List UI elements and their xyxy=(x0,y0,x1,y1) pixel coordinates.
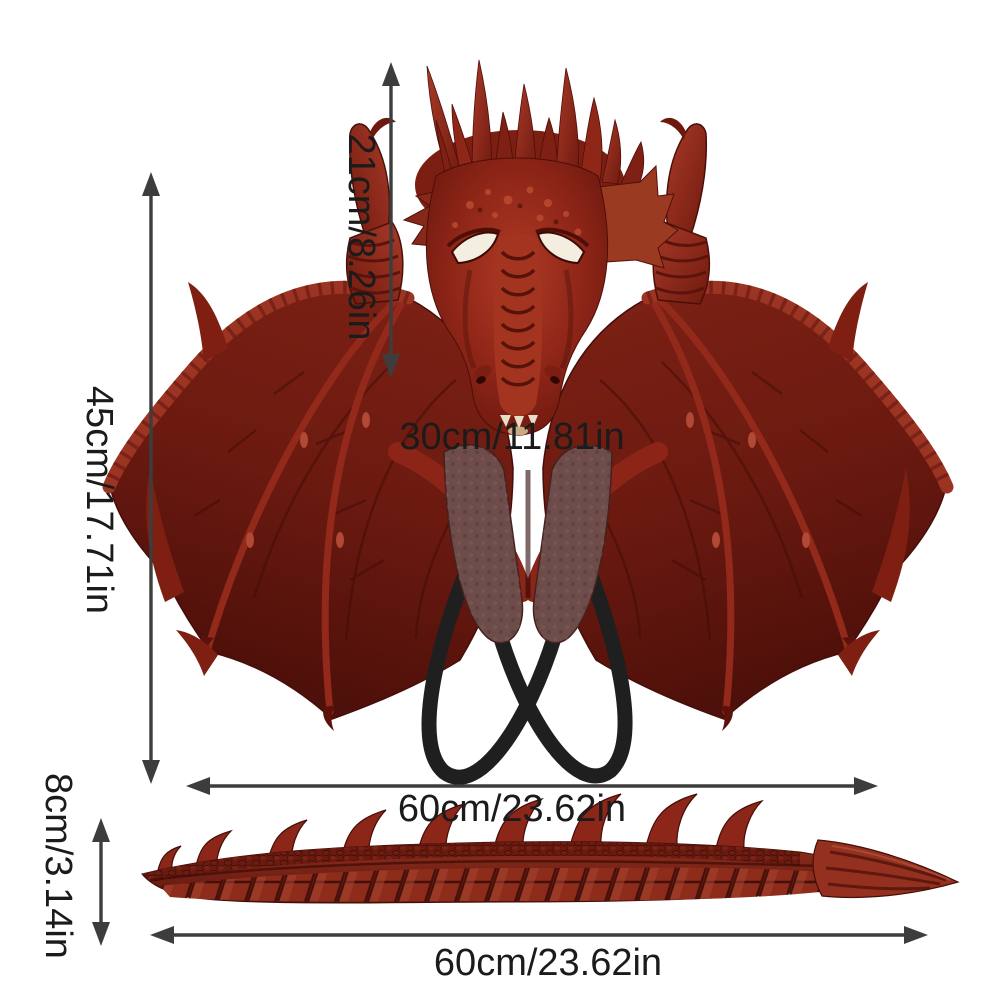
tail-height-arrow xyxy=(92,818,110,946)
harness-straps xyxy=(421,544,633,785)
dragon-tail-illustration xyxy=(141,793,960,904)
wings-height-label: 45cm/17.71in xyxy=(78,385,120,615)
strap-right-loop xyxy=(491,544,633,784)
mask-height-arrow xyxy=(382,62,400,378)
mask-width-label: 30cm/11.81in xyxy=(399,416,625,458)
tail-width-arrow xyxy=(150,926,928,944)
wings-width-label: 60cm/23.62in xyxy=(397,788,627,830)
mask-height-label: 21cm/8.26in xyxy=(340,133,382,341)
tail-width-label: 60cm/23.62in xyxy=(433,942,663,984)
dragon-mask-illustration xyxy=(402,59,679,436)
wings-width-arrow xyxy=(186,777,878,795)
wing-center-harness xyxy=(388,442,668,644)
tail-height-label: 8cm/3.14in xyxy=(37,773,79,959)
wings-height-arrow xyxy=(142,172,160,784)
